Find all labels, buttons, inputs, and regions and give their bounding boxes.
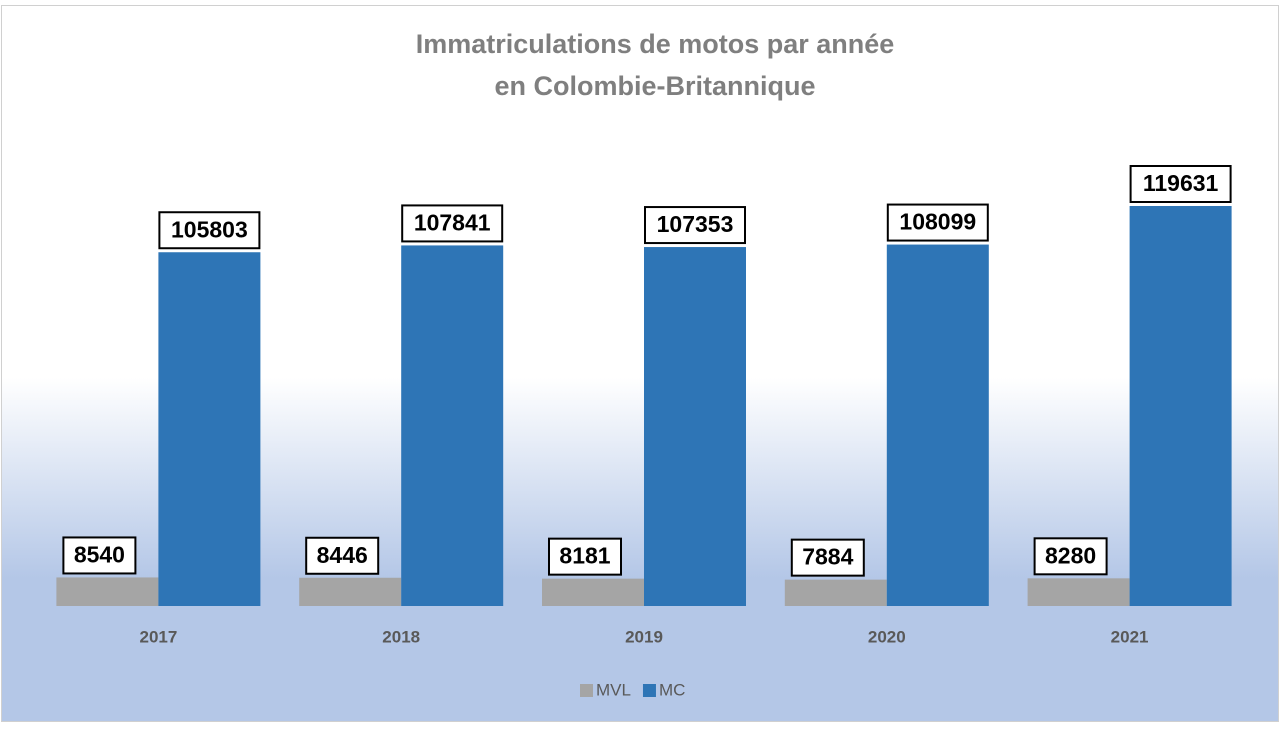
data-label: 8446 [317, 542, 368, 568]
data-label: 107353 [657, 211, 734, 237]
bar [542, 578, 644, 606]
chart-title: en Colombie-Britannique [494, 71, 815, 101]
data-label: 8280 [1045, 542, 1096, 568]
data-label-box [1129, 165, 1232, 203]
x-tick-label: 2018 [382, 627, 420, 646]
data-label-box [62, 536, 137, 575]
data-label: 119631 [1143, 170, 1219, 196]
data-label-box [158, 211, 261, 250]
legend-swatch [580, 684, 593, 697]
x-tick-label: 2017 [139, 627, 177, 646]
data-label-box [548, 537, 622, 576]
legend-swatch [642, 684, 656, 697]
bar [1129, 206, 1232, 606]
data-label: 105803 [171, 216, 248, 242]
data-label-box [790, 538, 865, 577]
bar [158, 252, 261, 606]
data-label-box [644, 206, 746, 245]
x-tick-label: 2020 [868, 627, 906, 646]
bar [886, 244, 989, 606]
bar [401, 245, 504, 607]
x-tick-label: 2019 [625, 627, 663, 646]
data-label-box [1033, 537, 1108, 576]
chart-title: Immatriculations de motos par année [416, 29, 895, 59]
bar [56, 577, 159, 606]
data-label: 107841 [414, 209, 491, 235]
legend-label: MVL [596, 680, 631, 699]
data-label-box [305, 536, 380, 575]
bar [644, 247, 746, 606]
x-tick-label: 2021 [1111, 627, 1149, 646]
data-label: 108099 [899, 209, 976, 235]
legend-label: MC [659, 680, 685, 699]
data-label: 7884 [802, 544, 853, 570]
data-label: 8540 [74, 542, 125, 568]
data-label-box [401, 204, 504, 243]
data-label-box [886, 203, 989, 242]
bar [299, 577, 402, 606]
data-label: 8181 [559, 543, 610, 569]
bar [784, 579, 887, 606]
bar [1027, 578, 1130, 606]
